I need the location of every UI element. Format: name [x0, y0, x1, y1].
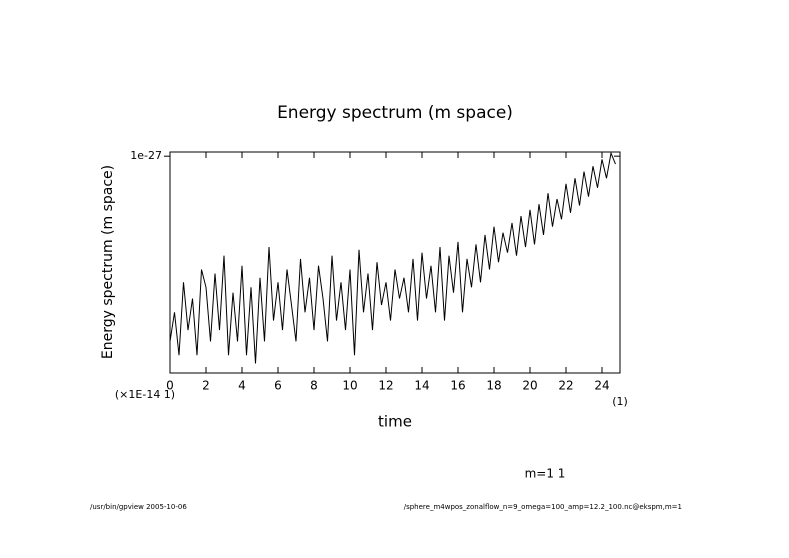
y-axis-label: Energy spectrum (m space) [100, 165, 116, 359]
chart-title: Energy spectrum (m space) [277, 103, 513, 123]
x-tick-label: 6 [274, 379, 282, 393]
x-tick-label: 2 [202, 379, 210, 393]
annotation: m=1 1 [525, 467, 566, 481]
footer-left: /usr/bin/gpview 2005-10-06 [90, 503, 187, 511]
x-tick-label: 20 [522, 379, 537, 393]
x-tick-label: 18 [486, 379, 501, 393]
data-line [169, 151, 616, 364]
x-tick-label: 0 [166, 379, 174, 393]
y-tick-label: 1e-27 [130, 149, 162, 162]
x-tick-label: 24 [594, 379, 609, 393]
x-tick-label: 10 [342, 379, 357, 393]
footer-right: /sphere_m4wpos_zonalflow_n=9_omega=100_a… [404, 503, 682, 511]
plot-frame [169, 151, 621, 374]
x-tick-label: 22 [558, 379, 573, 393]
x-tick-label: 16 [450, 379, 465, 393]
x-unit-note: (1) [612, 395, 628, 408]
x-tick-label: 4 [238, 379, 246, 393]
x-tick-label: 8 [310, 379, 318, 393]
x-axis-label: time [378, 413, 412, 431]
x-tick-label: 12 [378, 379, 393, 393]
x-scale-note: (×1E-14 1) [115, 388, 175, 401]
x-tick-label: 14 [414, 379, 429, 393]
